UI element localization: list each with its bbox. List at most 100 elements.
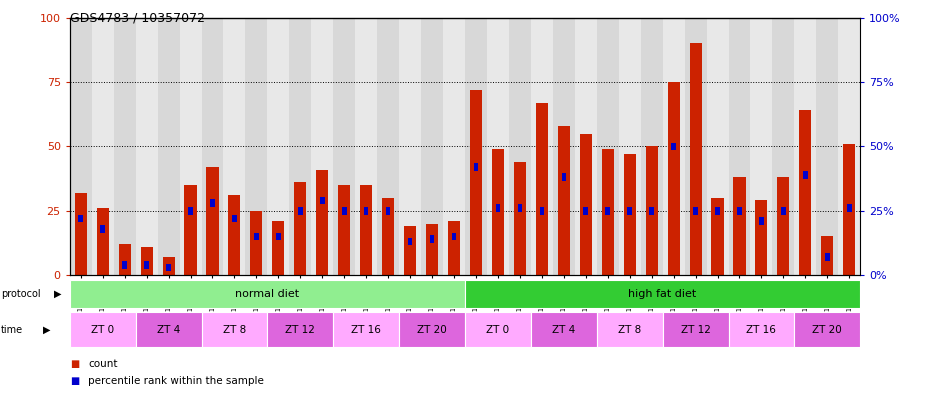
Text: ■: ■ — [70, 376, 79, 386]
Bar — [817, 18, 838, 275]
Bar — [202, 18, 223, 275]
Bar — [514, 162, 526, 275]
Bar — [426, 224, 438, 275]
Bar — [144, 261, 149, 269]
Text: high fat diet: high fat diet — [629, 289, 697, 299]
Bar — [136, 18, 157, 275]
Text: ZT 8: ZT 8 — [618, 325, 642, 335]
Bar — [119, 244, 131, 275]
Bar — [605, 207, 610, 215]
Bar — [140, 247, 153, 275]
Bar — [70, 280, 465, 308]
Bar — [799, 110, 811, 275]
Text: ZT 0: ZT 0 — [91, 325, 114, 335]
Bar — [847, 204, 852, 212]
Bar — [254, 233, 259, 241]
Text: ZT 20: ZT 20 — [418, 325, 447, 335]
Bar — [737, 207, 742, 215]
Text: ZT 20: ZT 20 — [813, 325, 843, 335]
Bar — [751, 18, 773, 275]
Bar — [202, 312, 267, 347]
Bar — [531, 312, 597, 347]
Bar — [123, 261, 126, 269]
Bar — [246, 18, 267, 275]
Bar — [267, 312, 333, 347]
Text: ■: ■ — [70, 358, 79, 369]
Bar — [78, 215, 83, 222]
Bar — [166, 264, 171, 271]
Bar — [668, 82, 680, 275]
Bar — [355, 18, 378, 275]
Text: percentile rank within the sample: percentile rank within the sample — [88, 376, 264, 386]
Text: protocol: protocol — [1, 289, 41, 299]
Bar — [662, 18, 684, 275]
Bar — [558, 126, 570, 275]
Bar — [487, 18, 509, 275]
Bar — [179, 18, 202, 275]
Bar — [838, 18, 860, 275]
Bar — [342, 207, 347, 215]
Bar — [759, 217, 764, 225]
Bar — [136, 312, 202, 347]
Bar — [70, 312, 136, 347]
Bar — [320, 196, 325, 204]
Bar — [113, 18, 136, 275]
Text: ZT 16: ZT 16 — [747, 325, 777, 335]
Bar — [408, 238, 412, 246]
Bar — [188, 207, 193, 215]
Bar — [597, 312, 662, 347]
Text: ZT 4: ZT 4 — [552, 325, 576, 335]
Bar — [773, 18, 794, 275]
Bar — [575, 18, 597, 275]
Bar — [671, 143, 676, 150]
Bar — [399, 312, 465, 347]
Bar — [100, 225, 105, 233]
Text: time: time — [1, 325, 23, 335]
Bar — [250, 211, 262, 275]
Bar — [496, 204, 500, 212]
Bar — [298, 207, 302, 215]
Bar — [378, 18, 399, 275]
Bar — [157, 18, 179, 275]
Bar — [92, 18, 113, 275]
Text: normal diet: normal diet — [235, 289, 299, 299]
Bar — [755, 200, 767, 275]
Bar — [267, 18, 289, 275]
Bar — [518, 204, 522, 212]
Bar — [333, 312, 399, 347]
Bar — [618, 18, 641, 275]
Bar — [531, 18, 552, 275]
Text: ZT 0: ZT 0 — [486, 325, 510, 335]
Bar — [821, 237, 833, 275]
Bar — [707, 18, 728, 275]
Bar — [452, 233, 457, 241]
Bar — [781, 207, 786, 215]
Bar — [562, 173, 566, 181]
Bar — [539, 207, 544, 215]
Text: ▶: ▶ — [43, 325, 50, 335]
Bar — [229, 195, 241, 275]
Bar — [711, 198, 724, 275]
Bar — [470, 90, 482, 275]
Bar — [684, 18, 707, 275]
Bar — [448, 221, 460, 275]
Bar — [492, 149, 504, 275]
Bar — [294, 182, 306, 275]
Bar — [386, 207, 391, 215]
Bar — [276, 233, 281, 241]
Bar — [844, 144, 856, 275]
Bar — [312, 18, 333, 275]
Bar — [430, 235, 434, 243]
Bar — [333, 18, 355, 275]
Text: ZT 4: ZT 4 — [157, 325, 180, 335]
Text: ZT 12: ZT 12 — [681, 325, 711, 335]
Bar — [465, 312, 531, 347]
Bar — [223, 18, 246, 275]
Bar — [210, 199, 215, 207]
Bar — [272, 221, 285, 275]
Bar — [473, 163, 478, 171]
Bar — [399, 18, 421, 275]
Text: count: count — [88, 358, 118, 369]
Text: ▶: ▶ — [54, 289, 61, 299]
Bar — [715, 207, 720, 215]
